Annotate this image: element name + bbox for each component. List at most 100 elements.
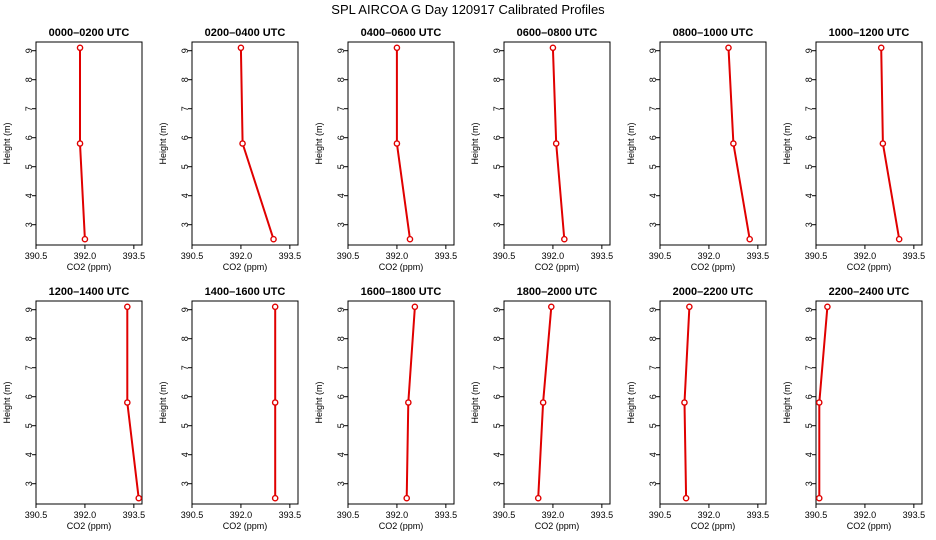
y-tick-label: 5 [492, 164, 502, 169]
x-tick-label: 390.5 [805, 510, 828, 520]
x-tick-label: 390.5 [181, 510, 204, 520]
y-axis-label: Height (m) [626, 122, 636, 164]
plot-frame [347, 300, 455, 505]
data-point [76, 140, 84, 147]
y-tick-label: 9 [336, 48, 346, 53]
panel-title: 0800–1000 UTC [673, 27, 754, 39]
data-point [725, 44, 732, 52]
data-point [682, 494, 690, 502]
y-axis: 3 4 5 6 7 8 9 [804, 48, 816, 227]
x-axis-label: CO2 (ppm) [691, 262, 736, 272]
x-axis: 390.5 392.0 393.5 [337, 245, 457, 261]
x-tick-label: 390.5 [649, 510, 672, 520]
y-tick-label: 9 [804, 48, 814, 53]
y-tick-label: 8 [492, 336, 502, 341]
y-tick-label: 8 [336, 336, 346, 341]
data-point [547, 303, 555, 311]
y-tick-label: 9 [804, 307, 814, 312]
y-tick-label: 6 [180, 135, 190, 140]
x-axis-label: CO2 (ppm) [67, 262, 112, 272]
panel-11: 2000–2200 UTC 390.5 392.0 393.5 CO2 (ppm) 3 4 5… [626, 286, 769, 531]
y-axis-label: Height (m) [2, 122, 12, 164]
data-point [237, 44, 245, 52]
panel-title: 0600–0800 UTC [517, 27, 598, 39]
x-tick-label: 390.5 [337, 510, 360, 520]
y-tick-label: 5 [180, 423, 190, 428]
data-point [135, 494, 143, 502]
data-point [686, 303, 693, 311]
x-tick-label: 392.0 [854, 251, 877, 261]
y-tick-label: 5 [804, 164, 814, 169]
y-tick-label: 8 [648, 336, 658, 341]
plot-frame [815, 300, 923, 505]
y-axis-label: Height (m) [470, 381, 480, 423]
x-tick-label: 392.0 [230, 251, 253, 261]
x-axis: 390.5 392.0 393.5 [25, 504, 145, 520]
y-axis: 3 4 5 6 7 8 9 [648, 48, 660, 227]
panel-title: 1000–1200 UTC [829, 27, 910, 39]
data-point [393, 140, 401, 147]
x-tick-label: 393.5 [903, 510, 926, 520]
panel-title: 2000–2200 UTC [673, 286, 754, 298]
plot-frame [191, 300, 299, 505]
data-point [76, 44, 84, 52]
panel-12: 2200–2400 UTC 390.5 392.0 393.5 CO2 (ppm) 3 4 5… [782, 286, 925, 531]
data-point [730, 140, 737, 147]
y-tick-label: 3 [492, 481, 502, 486]
x-tick-label: 390.5 [805, 251, 828, 261]
x-tick-label: 392.0 [74, 251, 97, 261]
y-tick-label: 8 [24, 77, 34, 82]
y-tick-label: 8 [648, 77, 658, 82]
x-tick-label: 390.5 [25, 510, 48, 520]
data-point [815, 494, 823, 502]
y-tick-label: 5 [24, 423, 34, 428]
y-tick-label: 9 [648, 307, 658, 312]
y-tick-label: 4 [648, 452, 658, 457]
y-tick-label: 6 [648, 135, 658, 140]
y-tick-label: 3 [180, 481, 190, 486]
panel-title: 1600–1800 UTC [361, 286, 442, 298]
y-tick-label: 6 [804, 394, 814, 399]
y-axis-label: Height (m) [470, 122, 480, 164]
y-tick-label: 7 [648, 365, 658, 370]
x-axis-label: CO2 (ppm) [223, 521, 268, 531]
y-tick-label: 7 [24, 106, 34, 111]
data-point [824, 303, 831, 311]
data-point [879, 140, 887, 147]
y-tick-label: 4 [336, 193, 346, 198]
x-axis: 390.5 392.0 393.5 [181, 245, 301, 261]
x-tick-label: 393.5 [279, 251, 302, 261]
x-tick-label: 393.5 [435, 251, 458, 261]
x-tick-label: 392.0 [698, 510, 721, 520]
panel-title: 1200–1400 UTC [49, 286, 130, 298]
x-axis: 390.5 392.0 393.5 [493, 245, 613, 261]
data-point [270, 235, 277, 243]
x-tick-label: 390.5 [493, 251, 516, 261]
plot-frame [503, 300, 611, 505]
data-point [403, 494, 411, 502]
y-axis-label: Height (m) [782, 122, 792, 164]
y-tick-label: 4 [24, 452, 34, 457]
y-tick-label: 3 [24, 222, 34, 227]
x-tick-label: 390.5 [493, 510, 516, 520]
x-tick-label: 392.0 [542, 510, 565, 520]
y-tick-label: 7 [492, 365, 502, 370]
y-tick-label: 3 [492, 222, 502, 227]
y-tick-label: 6 [180, 394, 190, 399]
y-axis-label: Height (m) [158, 122, 168, 164]
data-point [552, 140, 560, 147]
y-axis: 3 4 5 6 7 8 9 [180, 48, 192, 227]
y-tick-label: 9 [492, 307, 502, 312]
y-tick-label: 4 [180, 452, 190, 457]
panel-4: 0600–0800 UTC 390.5 392.0 393.5 CO2 (ppm) 3 4 5… [470, 27, 613, 272]
y-tick-label: 7 [336, 106, 346, 111]
x-axis: 390.5 392.0 393.5 [649, 504, 769, 520]
panel-title: 0200–0400 UTC [205, 27, 286, 39]
y-tick-label: 6 [648, 394, 658, 399]
panel-title: 1800–2000 UTC [517, 286, 598, 298]
y-tick-label: 3 [336, 481, 346, 486]
y-tick-label: 3 [180, 222, 190, 227]
data-point [534, 494, 542, 502]
y-tick-label: 6 [804, 135, 814, 140]
